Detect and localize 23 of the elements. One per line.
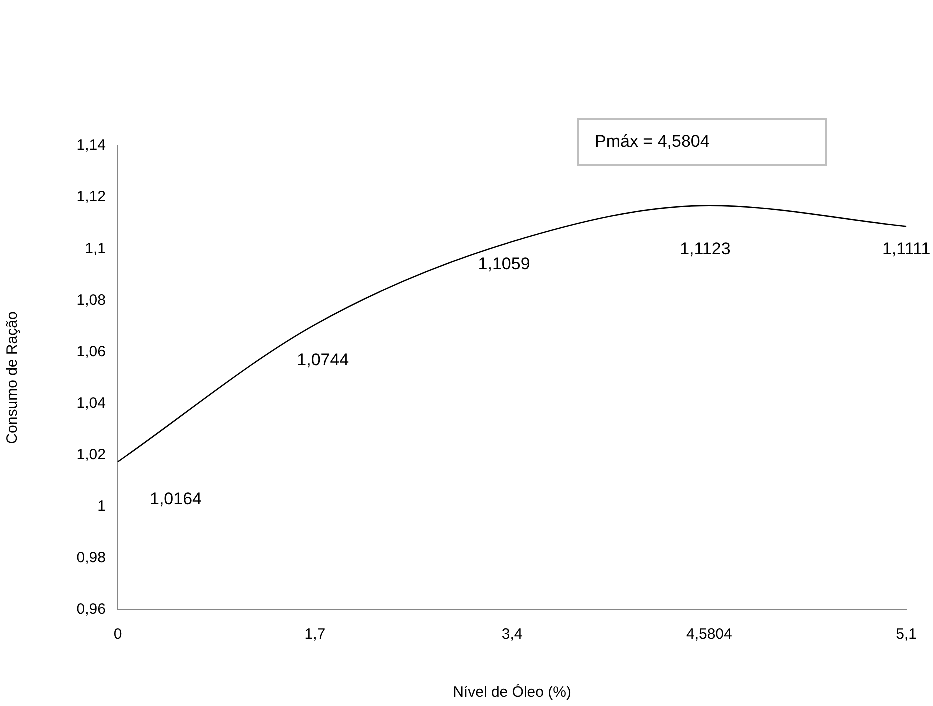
y-tick-label: 0,96: [76, 601, 106, 618]
x-tick-label: 3,4: [502, 626, 523, 644]
y-tick-label: 1,14: [76, 137, 106, 154]
y-tick-label: 1,02: [76, 446, 106, 464]
x-axis-title: Nível de Óleo (%): [453, 683, 572, 702]
y-tick-label: 1,08: [76, 292, 106, 309]
y-tick-label: 1,06: [76, 343, 106, 360]
annotation: 1,0744: [297, 350, 350, 370]
annotation: 1,1123: [680, 239, 731, 258]
x-tick-label: 4,5804: [686, 626, 732, 644]
y-tick-label: 1: [98, 498, 106, 516]
y-tick-label: 1,1: [85, 240, 106, 258]
y-axis-title: Consumo de Ração: [4, 312, 22, 444]
y-tick-label: 1,12: [76, 188, 106, 206]
y-tick-label: 1,04: [76, 394, 106, 412]
annotation: 1,0164: [150, 490, 202, 509]
annotation: Pmáx = 4,5804: [577, 118, 827, 166]
x-tick-label: 0: [114, 626, 122, 644]
annotation: 1,1111: [882, 239, 931, 258]
annotation: 1,1059: [478, 254, 530, 274]
y-tick-label: 0,98: [76, 550, 106, 567]
x-tick-label: 5,1: [896, 626, 918, 644]
x-tick-label: 1,7: [304, 626, 326, 644]
